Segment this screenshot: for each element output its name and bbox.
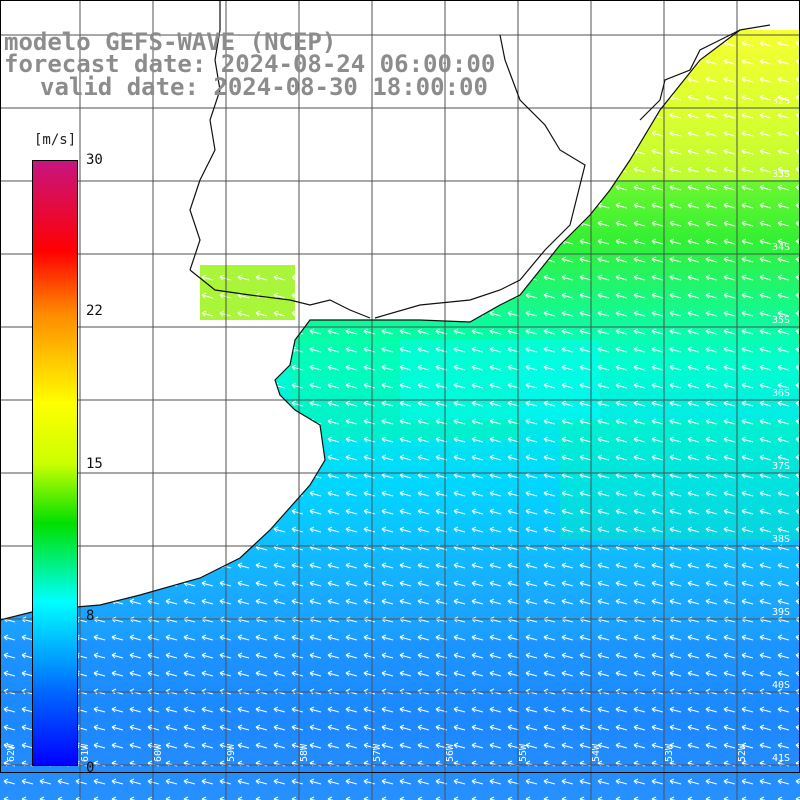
lat-label-37s: 37S (772, 461, 790, 472)
lon-label-59w: 59W (226, 743, 237, 762)
lon-label-61w: 61W (80, 743, 91, 762)
colorbar-tick-8: 8 (86, 608, 95, 624)
lat-label-34s: 34S (772, 242, 790, 253)
lon-label-62w: 62W (6, 743, 17, 762)
lon-label-54w: 54W (591, 743, 602, 762)
lon-label-53w: 53W (664, 743, 675, 762)
lat-label-41s: 41S (772, 753, 790, 764)
colorbar-tick-22: 22 (86, 303, 103, 319)
lon-label-56w: 56W (445, 743, 456, 762)
colorbar-tick-30: 30 (86, 152, 103, 168)
lon-label-57w: 57W (372, 743, 383, 762)
lat-label-39s: 39S (772, 607, 790, 618)
lat-label-36s: 36S (772, 388, 790, 399)
title-forecast-date: forecast date: 2024-08-24 06:00:00 (4, 50, 496, 78)
lat-label-35s: 35S (772, 315, 790, 326)
lon-label-60w: 60W (153, 743, 164, 762)
colorbar-tick-15: 15 (86, 456, 103, 472)
title-valid-date: valid date: 2024-08-30 18:00:00 (40, 73, 488, 101)
latitude-labels: 32S 33S 34S 35S 36S 37S 38S 39S 40S 41S (772, 96, 790, 764)
colorbar-unit: [m/s] (34, 132, 77, 148)
title-model: modelo GEFS-WAVE (NCEP) (4, 28, 337, 56)
colorbar-tick-0: 0 (86, 760, 95, 776)
lat-label-33s: 33S (772, 169, 790, 180)
lon-label-55w: 55W (518, 743, 529, 762)
lat-label-38s: 38S (772, 534, 790, 545)
coastline (0, 0, 771, 621)
longitude-labels: 62W 61W 60W 59W 58W 57W 56W 55W 54W 53W … (6, 743, 748, 762)
lat-label-40s: 40S (772, 680, 790, 691)
lon-label-52w: 52W (737, 743, 748, 762)
lon-label-58w: 58W (299, 743, 310, 762)
colorbar (32, 160, 78, 766)
lat-label-32s: 32S (772, 96, 790, 107)
